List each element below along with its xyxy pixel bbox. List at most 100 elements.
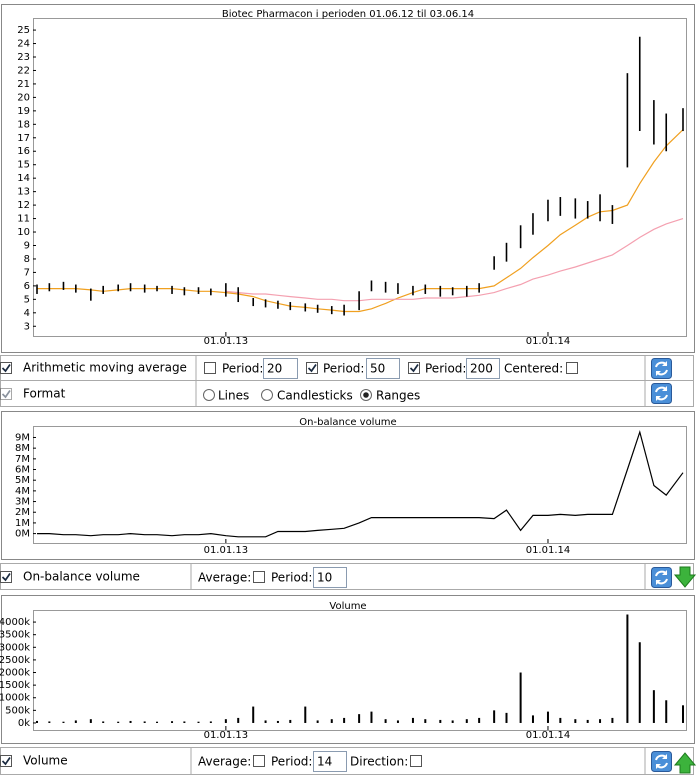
input[interactable] xyxy=(313,567,347,588)
refresh-button[interactable] xyxy=(650,357,673,380)
checkbox[interactable] xyxy=(0,754,13,768)
checkbox[interactable] xyxy=(407,361,421,375)
volume-bar xyxy=(586,719,589,723)
y-tick-label: 2M xyxy=(15,507,30,518)
label: On-balance volume xyxy=(23,570,140,584)
y-tick-label: 11 xyxy=(17,214,30,225)
volume-bar xyxy=(358,714,361,723)
volume-bar xyxy=(36,720,38,723)
y-tick-label: 8 xyxy=(24,254,30,265)
y-tick-label: 4 xyxy=(24,308,30,319)
checkbox[interactable] xyxy=(204,362,216,374)
y-tick-label: 2000k xyxy=(0,668,30,679)
obv-row: On-balance volume Average: Period: 10 xyxy=(0,563,696,590)
refresh-button[interactable] xyxy=(650,750,673,773)
checkbox[interactable] xyxy=(410,755,422,767)
checkbox[interactable] xyxy=(566,362,578,374)
volume-bar xyxy=(478,717,481,723)
volume-row: Volume Average: Period: 14 Direction: xyxy=(0,747,696,775)
checkbox[interactable] xyxy=(253,755,265,767)
checkbox[interactable] xyxy=(305,361,319,375)
volume-bar xyxy=(252,706,255,723)
input[interactable] xyxy=(313,751,347,772)
volume-bar xyxy=(224,719,227,723)
volume-bar xyxy=(626,614,629,723)
volume-bar xyxy=(370,711,373,723)
volume-bar xyxy=(599,719,602,723)
volume-bar xyxy=(411,717,414,723)
y-tick-label: 4M xyxy=(15,486,30,497)
move-up-button[interactable] xyxy=(673,752,696,774)
volume-bar xyxy=(396,720,399,723)
volume-bar xyxy=(143,721,146,723)
volume-bar xyxy=(638,642,641,723)
input[interactable] xyxy=(466,358,500,379)
label: Arithmetic moving average xyxy=(23,361,187,375)
y-tick-label: 9M xyxy=(15,432,30,443)
input[interactable] xyxy=(263,358,298,379)
checkbox[interactable] xyxy=(253,571,265,583)
x-tick-label: 01.01.13 xyxy=(204,545,249,556)
label: Period: xyxy=(271,571,312,585)
volume-bar xyxy=(652,690,655,723)
move-down-button[interactable] xyxy=(673,566,696,588)
label: Centered: xyxy=(504,362,563,376)
chart-frame xyxy=(1,595,695,744)
volume-bar xyxy=(682,705,684,723)
volume-bar xyxy=(209,721,212,723)
y-tick-label: 1M xyxy=(15,518,30,529)
label: Format xyxy=(23,387,66,401)
y-tick-label: 5 xyxy=(24,294,30,305)
label: Period: xyxy=(222,362,263,376)
label: Period: xyxy=(271,755,312,769)
volume-bar xyxy=(465,719,468,723)
input[interactable] xyxy=(366,358,400,379)
x-tick-label: 01.01.14 xyxy=(526,730,571,741)
label: Period: xyxy=(425,362,466,376)
volume-bar xyxy=(102,721,105,723)
charts: Biotec Pharmacon i perioden 01.06.12 til… xyxy=(0,4,695,744)
y-tick-label: 3000k xyxy=(0,642,30,653)
refresh-button[interactable] xyxy=(650,382,673,405)
y-tick-label: 22 xyxy=(17,65,30,76)
y-tick-label: 3M xyxy=(15,497,30,508)
volume-bar xyxy=(197,721,200,723)
plot-area xyxy=(33,610,687,731)
volume-bar xyxy=(304,706,307,723)
y-tick-label: 20 xyxy=(17,92,30,103)
volume-bar xyxy=(519,672,522,723)
x-tick-label: 01.01.14 xyxy=(526,545,571,556)
volume-bar xyxy=(316,720,319,723)
refresh-button[interactable] xyxy=(650,566,673,589)
y-tick-label: 10 xyxy=(17,227,30,238)
checkbox[interactable] xyxy=(0,570,13,584)
radio[interactable] xyxy=(203,389,215,401)
chart-title: Biotec Pharmacon i perioden 01.06.12 til… xyxy=(222,9,474,20)
y-tick-label: 13 xyxy=(17,187,30,198)
volume-bar xyxy=(531,715,534,723)
y-tick-label: 5M xyxy=(15,475,30,486)
volume-bar xyxy=(559,717,562,723)
input-value: 10 xyxy=(317,571,332,585)
volume-bar xyxy=(276,720,279,723)
y-tick-label: 1500k xyxy=(0,680,30,691)
volume-bar xyxy=(289,719,292,723)
obv-line xyxy=(37,429,684,538)
y-tick-label: 2500k xyxy=(0,655,30,666)
y-tick-label: 19 xyxy=(17,106,30,117)
y-tick-label: 12 xyxy=(17,200,30,211)
label: Average: xyxy=(198,571,251,585)
checkbox[interactable] xyxy=(0,361,13,375)
volume-bar xyxy=(493,710,496,723)
volume-bar xyxy=(451,720,454,723)
volume-bar xyxy=(74,720,77,723)
y-tick-label: 1000k xyxy=(0,693,30,704)
y-tick-label: 7M xyxy=(15,454,30,465)
y-tick-label: 17 xyxy=(17,133,30,144)
y-tick-label: 7 xyxy=(24,267,30,278)
y-tick-label: 24 xyxy=(17,39,30,50)
volume-bar xyxy=(264,720,267,723)
volume-bar xyxy=(156,721,159,723)
radio[interactable] xyxy=(261,389,273,401)
volume-bar xyxy=(330,719,333,723)
